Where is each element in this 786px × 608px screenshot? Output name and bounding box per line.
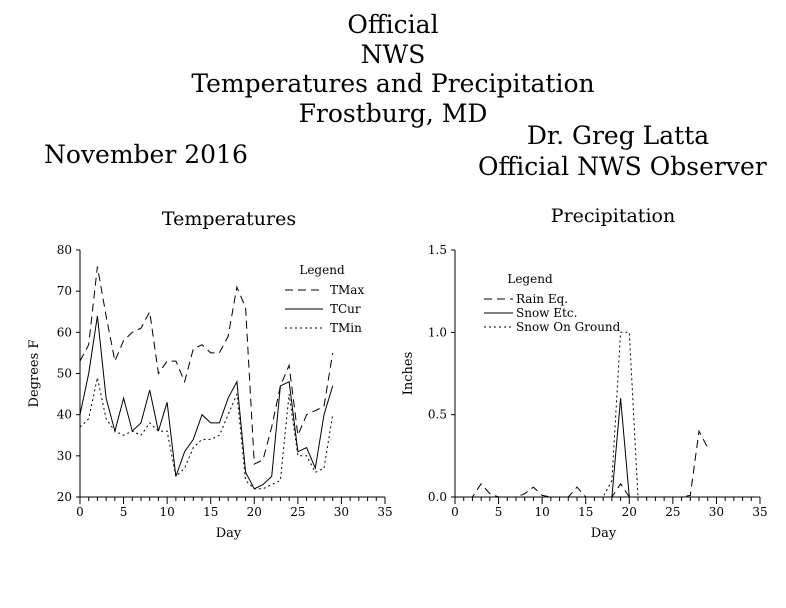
title-line: Frostburg, MD (298, 98, 488, 128)
x-tick-label: 10 (535, 505, 550, 519)
series-line-snow-etc (455, 398, 708, 498)
month-label: November 2016 (44, 140, 248, 169)
legend-entry: TMin (330, 321, 362, 335)
title-line: Official (347, 10, 439, 39)
series-line-tcur (79, 315, 334, 490)
observer-block: Dr. Greg Latta Official NWS Observer (478, 120, 767, 182)
y-tick-label: 1.5 (428, 243, 447, 257)
y-tick-label: 0.0 (428, 490, 447, 504)
y-tick-label: 60 (57, 325, 72, 339)
x-tick-label: 0 (76, 505, 84, 519)
series-line-tmin (79, 377, 334, 490)
precipitation-chart: Precipitation 0.0 0.5 1.0 1.5 0 5 10 15 20 25 30 35 D… (401, 205, 768, 541)
legend-entry: TCur (330, 302, 361, 316)
legend-entry: Rain Eq. (516, 292, 568, 306)
x-tick-label: 5 (120, 505, 128, 519)
series-line-tmax (79, 266, 334, 465)
x-tick-label: 10 (160, 505, 175, 519)
observer-role: Official NWS Observer (478, 152, 767, 181)
y-axis-label: Degrees F (27, 340, 42, 408)
y-tick-label: 70 (57, 284, 72, 298)
chart-title: Precipitation (551, 205, 675, 227)
x-tick-label: 25 (290, 505, 305, 519)
legend-entry: Snow Etc. (516, 306, 577, 320)
y-tick-label: 1.0 (428, 325, 447, 339)
chart-legend: Legend TMax TCur TMin (285, 263, 364, 335)
legend-title: Legend (507, 272, 553, 286)
title-line: NWS (360, 39, 426, 69)
y-tick-label: 30 (57, 449, 72, 463)
x-tick-label: 5 (495, 505, 503, 519)
x-tick-label: 20 (622, 505, 637, 519)
series-line-rain-eq (455, 429, 709, 498)
x-tick-label: 15 (578, 505, 593, 519)
x-tick-label: 20 (247, 505, 262, 519)
x-axis-label: Day (591, 526, 617, 541)
observer-name: Dr. Greg Latta (526, 121, 710, 150)
y-axis-label: Inches (401, 352, 416, 396)
y-tick-label: 50 (57, 367, 72, 381)
x-tick-label: 30 (334, 505, 349, 519)
page-title: Official NWS Temperatures and Precipitat… (0, 10, 786, 128)
temperature-chart: Temperatures 20 30 40 50 60 70 80 0 5 10 15 20 25 30 35… (27, 208, 393, 541)
chart-title: Temperatures (162, 208, 296, 230)
series-line-snow-on-ground (455, 331, 708, 498)
x-axis-label: Day (216, 526, 242, 541)
y-tick-label: 40 (57, 408, 72, 422)
y-tick-label: 20 (57, 490, 72, 504)
legend-entry: Snow On Ground (516, 320, 621, 334)
x-tick-label: 25 (665, 505, 680, 519)
legend-title: Legend (299, 263, 345, 277)
legend-entry: TMax (330, 283, 364, 297)
x-tick-label: 35 (752, 505, 767, 519)
x-tick-label: 35 (377, 505, 392, 519)
chart-legend: Legend Rain Eq.Snow Etc.Snow On Ground (484, 272, 621, 334)
y-tick-label: 80 (57, 243, 72, 257)
x-tick-label: 0 (451, 505, 459, 519)
x-tick-label: 15 (203, 505, 218, 519)
y-tick-label: 0.5 (428, 408, 447, 422)
title-line: Temperatures and Precipitation (191, 69, 595, 98)
x-tick-label: 30 (709, 505, 724, 519)
